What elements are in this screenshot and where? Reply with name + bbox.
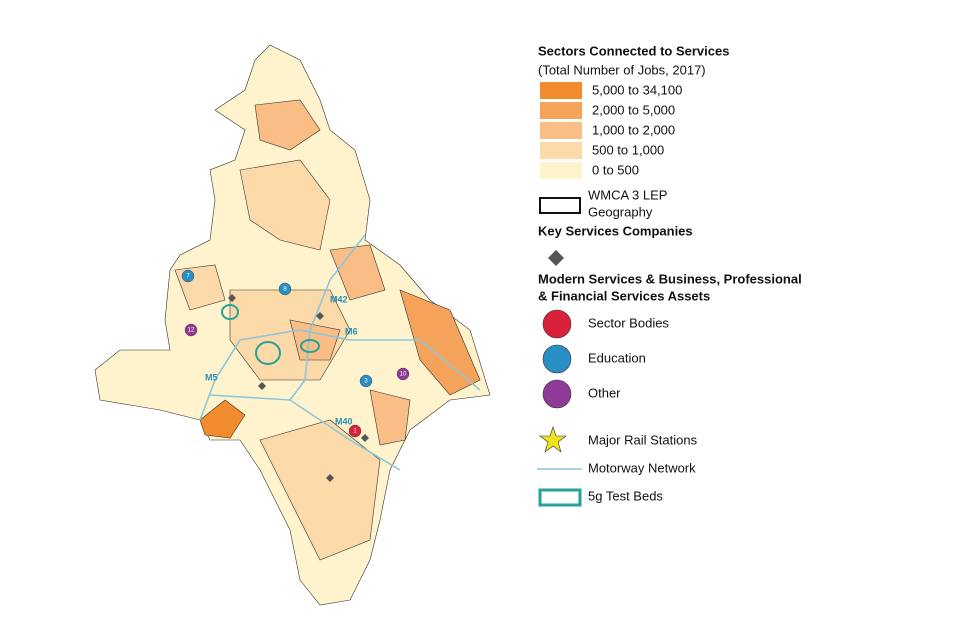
asset-marker [348,424,362,438]
asset-marker [181,269,195,283]
legend-label: Education [588,350,646,365]
motorway [289,234,366,401]
asset-marker [359,374,373,388]
testbed-symbol [538,488,582,507]
marker-label: 1 [353,429,357,435]
legend-heading: Key Services Companies [538,223,693,238]
marker-label: 8 [283,287,287,293]
marker-label: 7 [186,274,190,280]
area [369,389,411,446]
legend-label: 1,000 to 2,000 [592,122,675,137]
legend-label: Major Rail Stations [588,432,698,447]
legend-swatch [540,142,582,159]
motorway [209,394,401,471]
asset-symbol [542,379,572,409]
motorway [199,329,481,421]
legend-label: 2,000 to 5,000 [592,102,675,117]
legend-label: 5,000 to 34,100 [592,82,682,97]
company [361,434,369,442]
legend-heading: & Financial Services Assets [538,288,710,303]
legend-label: WMCA 3 LEP [588,187,667,202]
company [316,312,324,320]
motorway-label: M42 [330,294,348,304]
legend-swatch [540,102,582,119]
legend-label: 0 to 500 [592,162,639,177]
legend-label: Motorway Network [588,460,696,475]
asset-symbol [542,344,572,374]
company-symbol [548,250,564,266]
motorway-label: M5 [205,372,218,382]
boundary-swatch [539,197,581,214]
legend-swatch [540,162,582,179]
test-bed [221,304,239,320]
legend-swatch [540,122,582,139]
company [228,294,236,302]
marker-label: 10 [400,372,407,378]
motorway-label: M40 [335,416,353,426]
area [199,399,246,439]
area [254,99,321,151]
asset-marker [278,282,292,296]
legend-label: 500 to 1,000 [592,142,664,157]
company [258,382,266,390]
legend-label: Sector Bodies [588,315,669,330]
area [259,419,381,561]
asset-marker [396,367,410,381]
legend-title: Sectors Connected to Services [538,43,729,58]
company [326,474,334,482]
legend-label: Other [588,385,621,400]
asset-symbol [542,309,572,339]
legend-label: Geography [588,204,653,219]
marker-label: 12 [188,328,195,334]
marker-label: 3 [364,379,368,385]
area [399,289,481,396]
legend-swatch [540,82,582,99]
rail-symbol [539,426,567,453]
test-bed [300,339,320,353]
legend-label: 5g Test Beds [588,488,663,503]
asset-marker [184,323,198,337]
area [239,159,331,251]
legend-heading: Modern Services & Business, Professional [538,271,802,286]
test-bed [255,341,281,365]
legend-subtitle: (Total Number of Jobs, 2017) [538,62,706,77]
motorway-label: M6 [345,326,358,336]
legend: Sectors Connected to Services (Total Num… [537,43,802,507]
